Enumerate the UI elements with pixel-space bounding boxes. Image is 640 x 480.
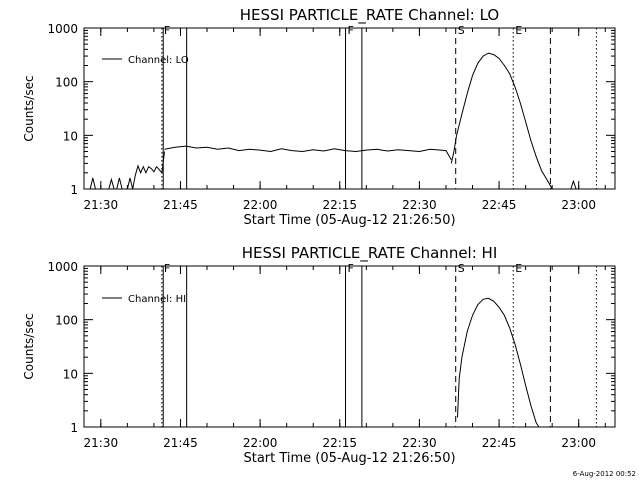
x-tick-label: 23:00 xyxy=(561,436,596,450)
x-tick-label: 22:00 xyxy=(243,436,278,450)
event-marker-label: S xyxy=(458,262,465,275)
y-tick-label: 10 xyxy=(63,367,78,381)
y-tick-label: 1000 xyxy=(47,260,78,274)
x-tick-label: 22:15 xyxy=(322,198,357,212)
plot-frame xyxy=(83,265,616,428)
x-axis-label: Start Time (05-Aug-12 21:26:50) xyxy=(243,213,455,228)
x-tick-label: 22:15 xyxy=(322,436,357,450)
x-tick-label: 21:45 xyxy=(163,198,198,212)
x-axis-label: Start Time (05-Aug-12 21:26:50) xyxy=(243,451,455,466)
event-marker-label: E xyxy=(515,24,522,37)
event-marker-label: F xyxy=(348,24,354,37)
series-line-lo xyxy=(84,151,165,190)
y-axis-label: Counts/sec xyxy=(22,75,36,141)
event-marker-label: F xyxy=(164,262,170,275)
y-tick-label: 10 xyxy=(63,129,78,143)
y-tick-label: 1 xyxy=(70,183,78,197)
series-line-lo xyxy=(450,52,553,190)
chart-panel-lo: HESSI PARTICLE_RATE Channel: LO 1 10 100 100… xyxy=(22,6,616,228)
x-tick-label: 22:00 xyxy=(243,198,278,212)
chart-title: HESSI PARTICLE_RATE Channel: HI xyxy=(242,244,498,263)
x-tick-label: 22:45 xyxy=(482,436,517,450)
x-tick-label: 22:45 xyxy=(482,198,517,212)
y-axis-label: Counts/sec xyxy=(22,313,36,379)
event-marker-label: E xyxy=(515,262,522,275)
series-line-lo xyxy=(164,145,452,161)
chart-panel-hi: HESSI PARTICLE_RATE Channel: HI 1 10 100 100… xyxy=(22,244,616,466)
event-marker-label: S xyxy=(458,24,465,37)
x-tick-label: 22:30 xyxy=(402,436,437,450)
event-marker-label: F xyxy=(348,262,354,275)
legend-entry: Channel: HI xyxy=(128,294,186,305)
x-tick-label: 23:00 xyxy=(561,198,596,212)
series-line-lo xyxy=(570,179,577,190)
y-tick-label: 1 xyxy=(70,421,78,435)
event-marker-label: F xyxy=(164,24,170,37)
x-tick-label: 22:30 xyxy=(402,198,437,212)
x-tick-label: 21:30 xyxy=(84,436,119,450)
timestamp-label: 6-Aug-2012 00:52 xyxy=(573,470,636,478)
x-tick-label: 21:45 xyxy=(163,436,198,450)
x-tick-label: 21:30 xyxy=(84,198,119,212)
y-tick-label: 100 xyxy=(55,314,78,328)
y-tick-label: 1000 xyxy=(47,22,78,36)
chart-title: HESSI PARTICLE_RATE Channel: LO xyxy=(240,6,499,25)
series-line-hi xyxy=(457,297,540,428)
legend-entry: Channel: LO xyxy=(128,55,189,66)
y-tick-label: 100 xyxy=(55,76,78,90)
plot-frame xyxy=(83,27,616,190)
